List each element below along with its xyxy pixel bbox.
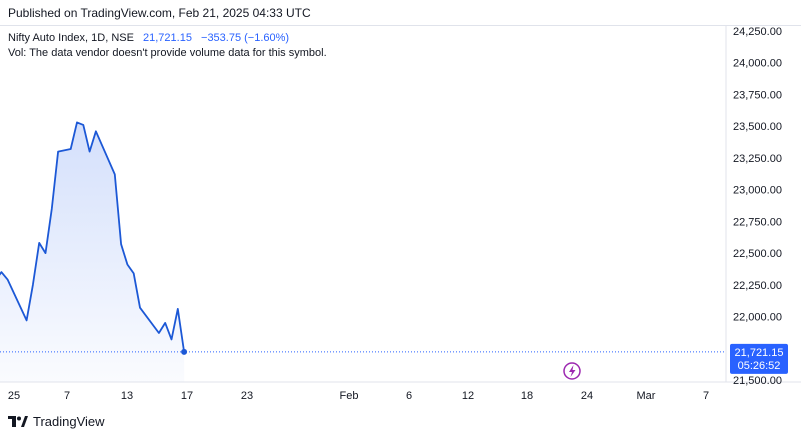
last-price-dot [181,348,188,355]
legend-volume-note: Vol: The data vendor doesn't provide vol… [8,47,327,59]
time-tick-label: 24 [581,390,593,402]
chart-panel[interactable]: 24,250.00 24,000.00 23,750.00 23,500.00 23,2… [0,26,801,406]
time-scale[interactable]: 25 7 13 17 23 Feb 6 12 18 24 Mar 7 [8,390,709,402]
tradingview-logo-icon [8,415,28,427]
time-tick-label: 7 [64,390,70,402]
time-tick-label: 13 [121,390,133,402]
price-tick-label: 23,750.00 [733,90,782,102]
price-tick-label: 22,000.00 [733,312,782,324]
published-header: Published on TradingView.com, Feb 21, 20… [0,0,801,26]
legend-price: 21,721.15 [143,32,192,44]
legend-symbol-row: Nifty Auto Index, 1D, NSE 21,721.15 −353… [8,32,289,44]
footer: TradingView [0,406,801,439]
price-tick-label: 23,000.00 [733,185,782,197]
time-tick-label: 12 [462,390,474,402]
series-line [0,121,185,353]
price-scale[interactable]: 24,250.00 24,000.00 23,750.00 23,500.00 23,2… [733,26,782,387]
series-area [0,122,185,382]
price-tick-label: 22,750.00 [733,216,782,228]
time-tick-label: Mar [637,390,656,402]
price-tick-label: 24,250.00 [733,26,782,38]
price-tick-label: 23,250.00 [733,153,782,165]
tradingview-brand[interactable]: TradingView [8,414,105,429]
time-tick-label: 17 [181,390,193,402]
price-chart[interactable]: 24,250.00 24,000.00 23,750.00 23,500.00 23,2… [0,26,801,406]
time-tick-label: 18 [521,390,533,402]
published-text: Published on TradingView.com, Feb 21, 20… [8,6,311,20]
price-tick-label: 21,500.00 [733,375,782,387]
time-tick-label: 6 [406,390,412,402]
legend-change: −353.75 (−1.60%) [201,32,290,44]
lightning-icon[interactable] [563,362,581,380]
legend-volume-row: Vol: The data vendor doesn't provide vol… [8,47,327,59]
countdown-label: 05:26:52 [738,360,781,372]
legend-symbol: Nifty Auto Index, 1D, NSE [8,32,134,44]
price-tick-label: 24,000.00 [733,58,782,70]
price-tick-label: 22,500.00 [733,248,782,260]
price-tick-label: 22,250.00 [733,280,782,292]
time-tick-label: 25 [8,390,20,402]
time-tick-label: Feb [340,390,359,402]
last-price-label: 21,721.15 [735,347,784,359]
time-tick-label: 7 [703,390,709,402]
price-tick-label: 23,500.00 [733,121,782,133]
last-price-badge [730,343,788,374]
brand-name: TradingView [33,414,105,429]
time-tick-label: 23 [241,390,253,402]
